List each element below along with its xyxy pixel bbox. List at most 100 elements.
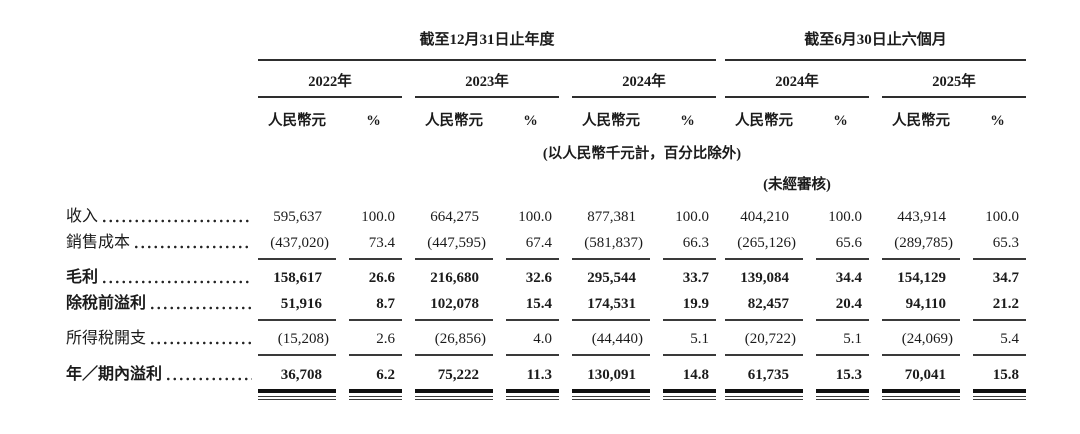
amount-unit-header: 人民幣元 bbox=[582, 113, 640, 129]
percent-value: 8.7 bbox=[376, 296, 395, 312]
year-rule bbox=[258, 96, 402, 98]
total-double-rule bbox=[258, 389, 336, 400]
year-header-row: 2022年 2023年 2024年 2024年 2025年 bbox=[66, 72, 1080, 92]
column-group: (20,722) 5.1 bbox=[725, 329, 869, 356]
percent-cell: 34.4 bbox=[816, 268, 869, 288]
amount-value: 130,091 bbox=[587, 367, 636, 383]
amount-value: 139,084 bbox=[740, 270, 789, 286]
table-row-revenue: 收入 595,637 100.0 664,275 100.0 877,381 100.… bbox=[66, 207, 1080, 227]
percent-cell: 100.0 bbox=[816, 207, 869, 227]
column-group: (447,595) 67.4 bbox=[415, 233, 559, 260]
percent-cell: 65.6 bbox=[816, 233, 869, 260]
row-label-text: 除稅前溢利 bbox=[66, 295, 147, 312]
column-group: 36,708 6.2 bbox=[258, 365, 402, 385]
amount-value: (437,020) bbox=[270, 235, 329, 251]
column-group: 877,381 100.0 bbox=[572, 207, 716, 227]
amount-value: (26,856) bbox=[434, 331, 486, 347]
column-group bbox=[258, 389, 402, 400]
row-label: 所得稅開支 bbox=[66, 329, 258, 356]
dot-leader bbox=[165, 376, 252, 382]
column-group: (437,020) 73.4 bbox=[258, 233, 402, 260]
section-rule bbox=[725, 59, 1026, 61]
total-double-rule bbox=[349, 389, 402, 400]
percent-header: % bbox=[523, 113, 538, 129]
percent-header: % bbox=[990, 113, 1005, 129]
amount-cell: 216,680 bbox=[415, 268, 493, 288]
amount-value: 443,914 bbox=[897, 209, 946, 225]
total-double-rule bbox=[882, 389, 960, 400]
column-group: 154,129 34.7 bbox=[882, 268, 1026, 288]
percent-value: 100.0 bbox=[985, 209, 1019, 225]
column-group: 51,916 8.7 bbox=[258, 294, 402, 321]
row-label: 除稅前溢利 bbox=[66, 294, 258, 321]
total-double-rule bbox=[663, 389, 716, 400]
amount-value: (15,208) bbox=[277, 331, 329, 347]
percent-cell: 14.8 bbox=[663, 365, 716, 385]
amount-value: 154,129 bbox=[897, 270, 946, 286]
row-label-text: 年／期內溢利 bbox=[66, 366, 163, 383]
dot-leader bbox=[133, 244, 252, 250]
row-label-text: 所得稅開支 bbox=[66, 330, 147, 347]
dot-leader bbox=[101, 279, 252, 285]
section-rule-row bbox=[66, 59, 1080, 61]
column-group: 94,110 21.2 bbox=[882, 294, 1026, 321]
column-group: (15,208) 2.6 bbox=[258, 329, 402, 356]
column-group: 人民幣元 % bbox=[572, 111, 716, 131]
amount-value: (289,785) bbox=[894, 235, 953, 251]
section-rule bbox=[258, 59, 716, 61]
column-group: 139,084 34.4 bbox=[725, 268, 869, 288]
percent-cell: 5.4 bbox=[973, 329, 1026, 356]
column-group: 174,531 19.9 bbox=[572, 294, 716, 321]
percent-value: 34.7 bbox=[992, 270, 1019, 286]
amount-value: (447,595) bbox=[427, 235, 486, 251]
percent-value: 32.6 bbox=[525, 270, 552, 286]
table-row-profit-for-period: 年／期內溢利 36,708 6.2 75,222 11.3 130,091 14.8 … bbox=[66, 365, 1080, 385]
amount-cell: 82,457 bbox=[725, 294, 803, 321]
amount-cell: 295,544 bbox=[572, 268, 650, 288]
column-group: 人民幣元 % bbox=[415, 111, 559, 131]
column-group: 人民幣元 % bbox=[725, 111, 869, 131]
row-label: 銷售成本 bbox=[66, 233, 258, 260]
percent-value: 20.4 bbox=[835, 296, 862, 312]
column-group: 70,041 15.8 bbox=[882, 365, 1026, 385]
amount-cell: 158,617 bbox=[258, 268, 336, 288]
percent-cell: 15.3 bbox=[816, 365, 869, 385]
amount-cell: 130,091 bbox=[572, 365, 650, 385]
percent-value: 15.4 bbox=[525, 296, 552, 312]
amount-cell: 75,222 bbox=[415, 365, 493, 385]
amount-value: 70,041 bbox=[904, 367, 946, 383]
amount-cell: (289,785) bbox=[882, 233, 960, 260]
percent-cell: 65.3 bbox=[973, 233, 1026, 260]
percent-value: 15.8 bbox=[992, 367, 1019, 383]
percent-cell: 11.3 bbox=[506, 365, 559, 385]
percent-cell: 26.6 bbox=[349, 268, 402, 288]
amount-cell: 70,041 bbox=[882, 365, 960, 385]
year-rule-row bbox=[66, 96, 1080, 98]
column-group: 158,617 26.6 bbox=[258, 268, 402, 288]
percent-value: 11.3 bbox=[526, 367, 552, 383]
column-group bbox=[572, 389, 716, 400]
percent-value: 65.6 bbox=[835, 235, 862, 251]
percent-cell: 32.6 bbox=[506, 268, 559, 288]
percent-value: 5.1 bbox=[843, 331, 862, 347]
section-header-interim: 截至6月30日止六個月 bbox=[804, 32, 947, 48]
unaudited-note: (未經審核) bbox=[763, 177, 831, 193]
table-row-cost-of-sales: 銷售成本 (437,020) 73.4 (447,595) 67.4 (581,83… bbox=[66, 233, 1080, 260]
percent-value: 67.4 bbox=[525, 235, 552, 251]
column-group: (289,785) 65.3 bbox=[882, 233, 1026, 260]
percent-cell: 73.4 bbox=[349, 233, 402, 260]
amount-cell: 877,381 bbox=[572, 207, 650, 227]
percent-cell: 100.0 bbox=[506, 207, 559, 227]
amount-cell: (26,856) bbox=[415, 329, 493, 356]
amount-cell: (20,722) bbox=[725, 329, 803, 356]
column-group: 216,680 32.6 bbox=[415, 268, 559, 288]
percent-value: 15.3 bbox=[835, 367, 862, 383]
amount-cell: 154,129 bbox=[882, 268, 960, 288]
percent-value: 100.0 bbox=[361, 209, 395, 225]
row-label: 收入 bbox=[66, 207, 258, 227]
amount-value: 158,617 bbox=[273, 270, 322, 286]
amount-cell: 664,275 bbox=[415, 207, 493, 227]
amount-unit-header: 人民幣元 bbox=[892, 113, 950, 129]
table-body: 收入 595,637 100.0 664,275 100.0 877,381 100.… bbox=[66, 207, 1080, 400]
